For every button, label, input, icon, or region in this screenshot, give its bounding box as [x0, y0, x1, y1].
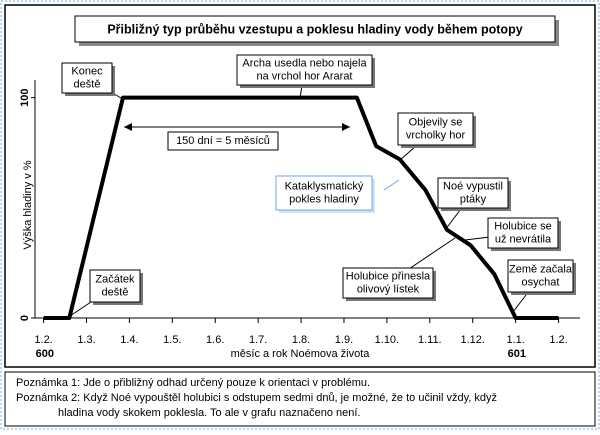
notes-box [4, 371, 596, 427]
note: Poznámka 1: Jde o přibližný odhad určený… [16, 377, 370, 389]
note: Poznámka 2: Když Noé vypouštěl holubici … [16, 392, 497, 404]
chart-title: Přibližný typ průběhu vzestupu a poklesu… [107, 22, 522, 36]
callout-text: už nevrátila [495, 233, 552, 245]
callout-pointer [383, 179, 400, 191]
callout-text: Objevily se [409, 116, 463, 128]
x-tick-label: 1.11. [418, 334, 442, 346]
callout-text: Konec [71, 65, 103, 77]
x-tick-label: 1.2. [549, 334, 567, 346]
x-tick-label: 1.9. [335, 334, 353, 346]
x-tick-label: 1.1. [506, 334, 524, 346]
callout-text: osychat [522, 276, 560, 288]
callout-box [397, 112, 474, 146]
callout-text: Holubice se [494, 220, 551, 232]
y-tick-label: 100 [19, 88, 31, 106]
callout-text: 150 dní = 5 měsíců [176, 135, 270, 147]
callout-text: Kataklysmatický [285, 180, 364, 192]
year-label: 600 [36, 348, 54, 360]
x-tick-label: 1.3. [77, 334, 95, 346]
callout-text: ptáky [460, 193, 487, 205]
x-tick-label: 1.12. [460, 334, 484, 346]
callout-text: Noé vypustil [443, 180, 503, 192]
title-box [74, 15, 556, 43]
callout-box [342, 267, 434, 299]
callout-box [437, 177, 509, 209]
x-tick-label: 1.5. [163, 334, 181, 346]
callout-box [487, 217, 559, 249]
callout-box [236, 54, 373, 86]
callout-box [61, 62, 113, 94]
callout-text: olivový lístek [357, 283, 420, 295]
callout-text: vrcholky hor [406, 129, 466, 141]
x-tick-label: 1.4. [120, 334, 138, 346]
callout-box [167, 131, 279, 151]
callout-box [89, 269, 141, 303]
note: hladina vody skokem poklesla. To ale v g… [58, 407, 361, 419]
callout-text: pokles hladiny [289, 193, 359, 205]
x-axis-label: měsíc a rok Noémova života [231, 348, 371, 360]
data-line [43, 95, 559, 320]
x-tick-label: 1.2. [34, 334, 52, 346]
x-tick-label: 1.6. [206, 334, 224, 346]
callout-text: deště [74, 78, 101, 90]
y-tick-label: 0 [19, 315, 31, 321]
chart-frame [4, 4, 596, 368]
callout-text: Holubice přinesla [346, 270, 431, 282]
x-tick-label: 1.8. [292, 334, 310, 346]
callout-text: deště [102, 286, 129, 298]
y-axis-label: Výška hladiny v % [22, 160, 34, 249]
year-label: 601 [508, 348, 526, 360]
callout-text: Země začala [509, 263, 573, 275]
callout-text: Začátek [95, 273, 135, 285]
callout-box [275, 175, 373, 211]
x-tick-label: 1.7. [249, 334, 267, 346]
x-tick-label: 1.10. [375, 334, 399, 346]
callout-text: Archa usedla nebo najela [242, 57, 367, 69]
callout-text: na vrchol hor Ararat [257, 70, 353, 82]
callout-box [507, 259, 574, 293]
